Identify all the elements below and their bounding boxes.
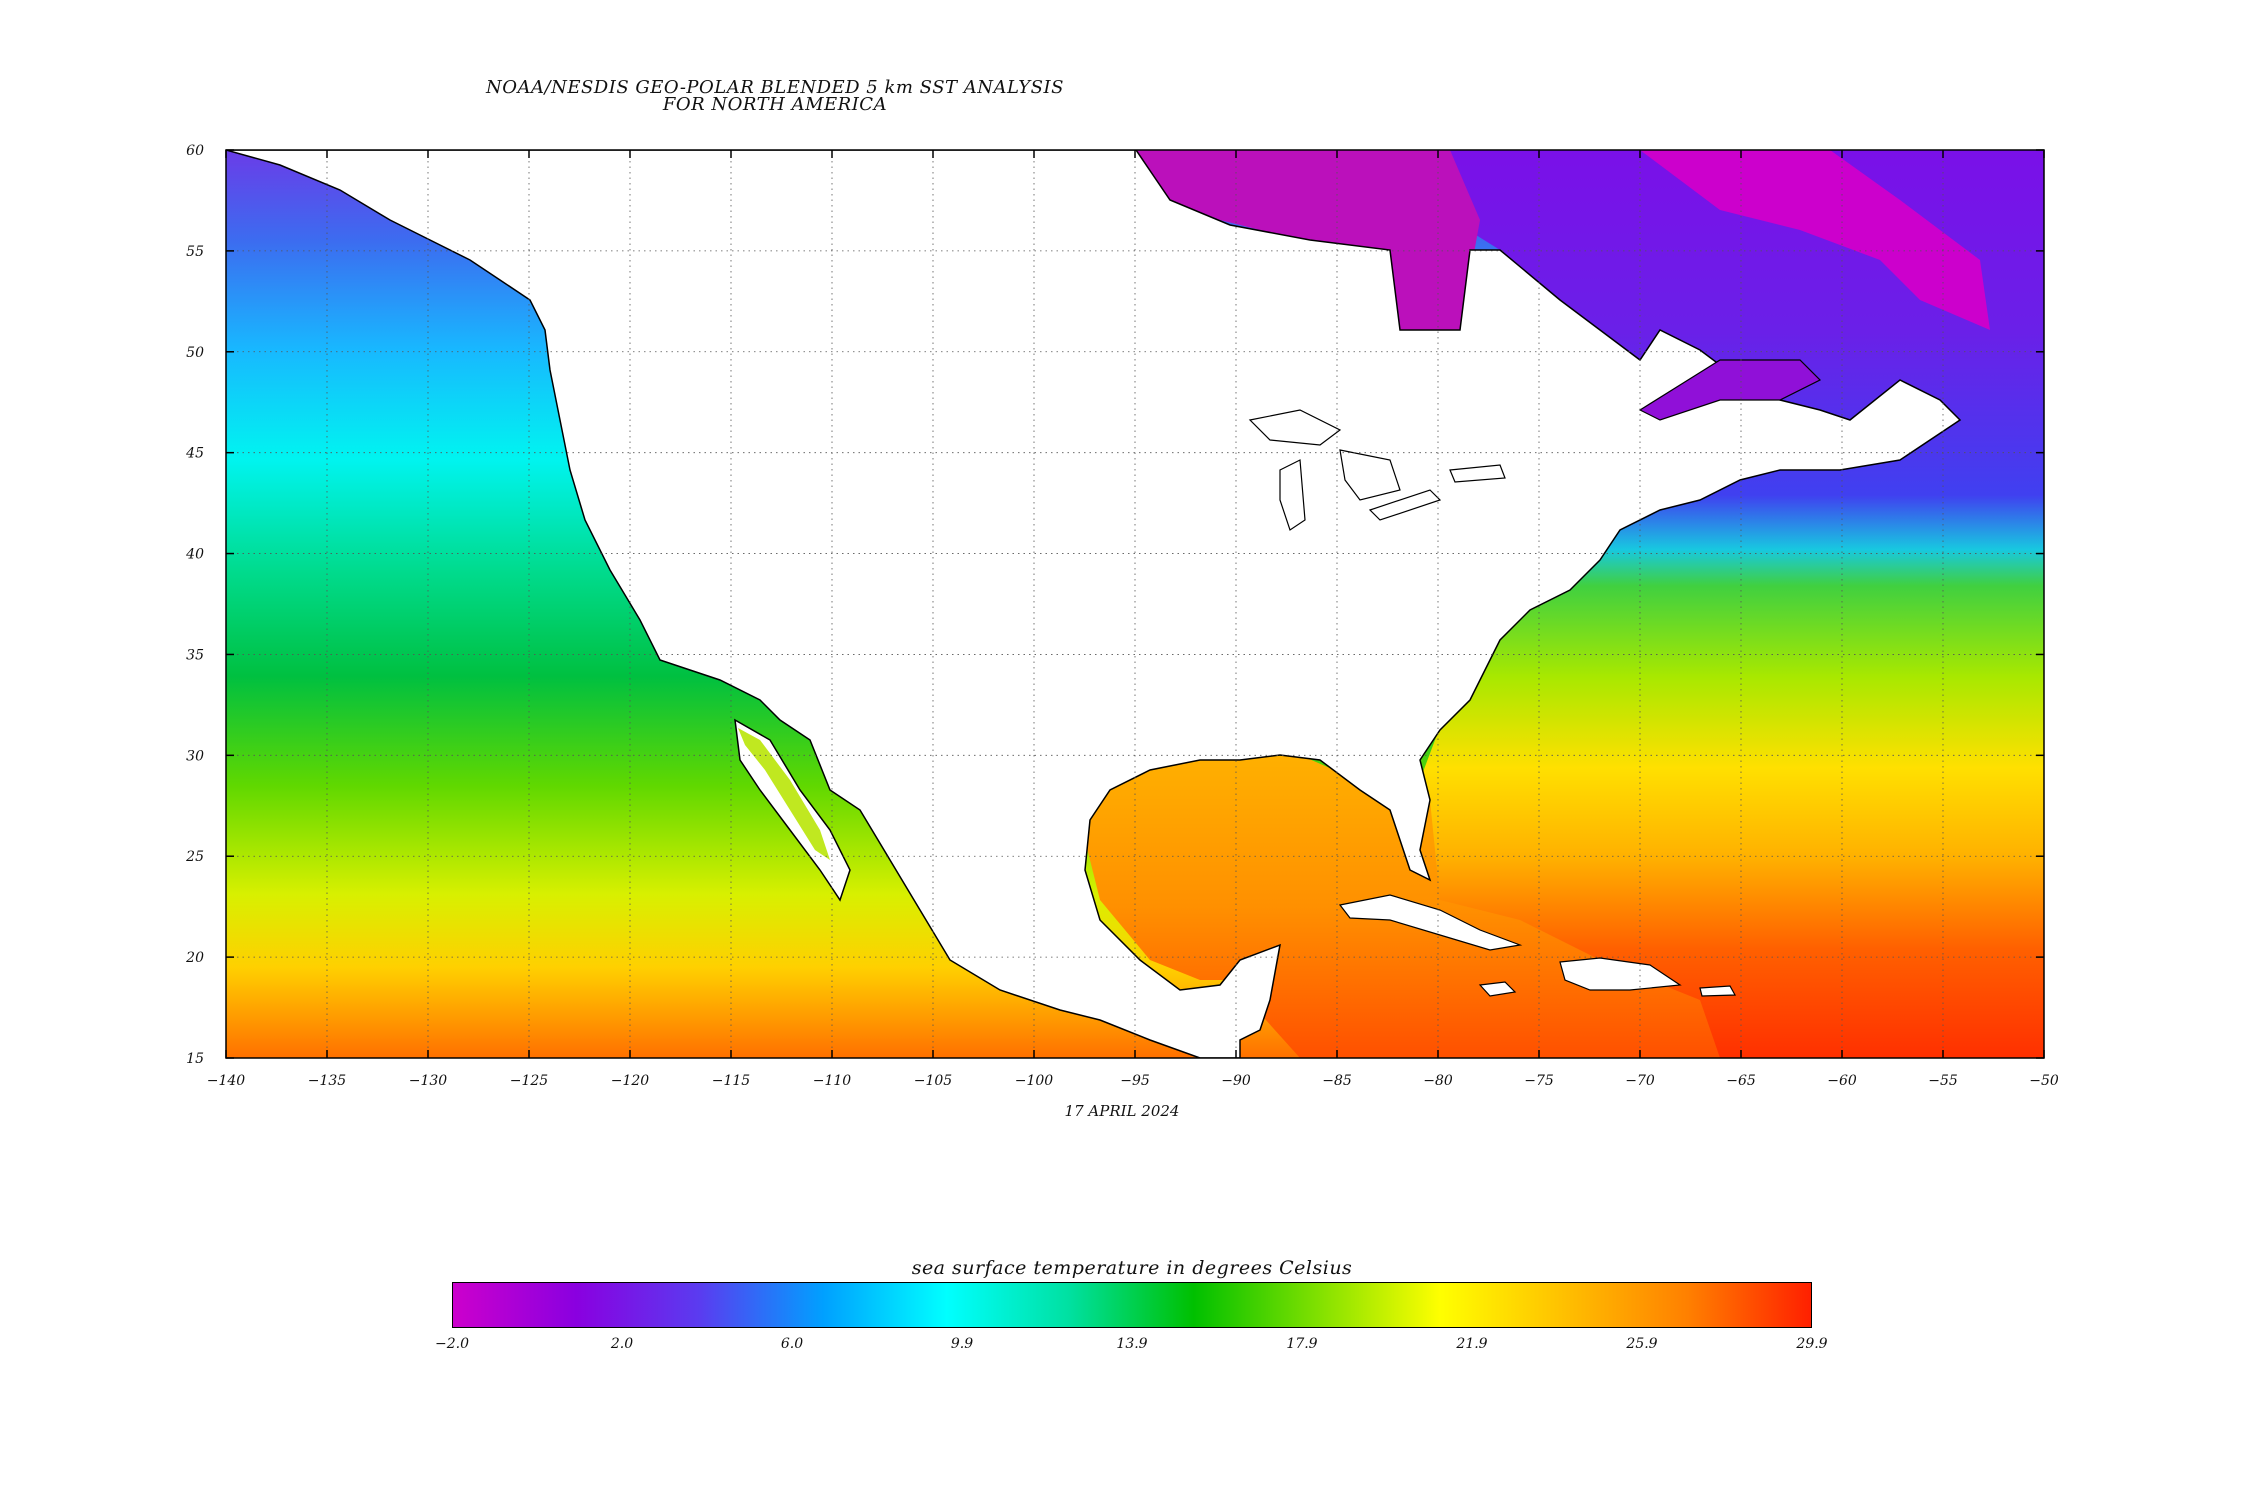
- x-tick-label: −55: [1928, 1073, 1958, 1089]
- x-tick-label: −110: [813, 1073, 852, 1089]
- colorbar-label: 29.9: [1796, 1336, 1828, 1352]
- lake-huron: [1339, 449, 1401, 501]
- x-tick-label: −130: [409, 1073, 448, 1089]
- colorbar-label: 13.9: [1116, 1336, 1148, 1352]
- colorbar-label: 9.9: [950, 1336, 974, 1352]
- lake-superior: [1248, 409, 1342, 446]
- cuba: [1338, 894, 1523, 951]
- map-title-line2: FOR NORTH AMERICA: [662, 94, 888, 115]
- x-tick-label: −140: [207, 1073, 246, 1089]
- y-tick-label: 35: [186, 647, 204, 663]
- gulf-of-california: [738, 728, 830, 860]
- x-tick-label: −105: [914, 1073, 953, 1089]
- lake-michigan: [1279, 459, 1306, 531]
- jamaica: [1478, 981, 1517, 997]
- x-tick-label: −70: [1625, 1073, 1655, 1089]
- x-tick-label: −50: [2029, 1073, 2059, 1089]
- y-tick-label: 20: [185, 950, 204, 966]
- map-title-line1: NOAA/NESDIS GEO-POLAR BLENDED 5 km SST A…: [486, 77, 1064, 98]
- x-tick-label: −85: [1322, 1073, 1352, 1089]
- x-tick-labels: −140 −135 −130 −125 −120 −115 −110 −105 −100 −95 −…: [207, 1073, 2059, 1089]
- x-tick-label: −65: [1726, 1073, 1756, 1089]
- colorbar-label: 21.9: [1456, 1336, 1488, 1352]
- colorbar-label: 6.0: [780, 1336, 804, 1352]
- x-tick-label: −120: [611, 1073, 650, 1089]
- x-tick-label: −60: [1827, 1073, 1857, 1089]
- x-tick-label: −100: [1015, 1073, 1054, 1089]
- y-tick-label: 30: [186, 748, 204, 764]
- y-tick-label: 15: [186, 1051, 204, 1067]
- gridlines: [226, 150, 2044, 1058]
- x-tick-label: −125: [510, 1073, 549, 1089]
- x-tick-label: −90: [1221, 1073, 1251, 1089]
- colorbar: [452, 1282, 1812, 1328]
- hispaniola: [1559, 957, 1682, 991]
- y-tick-label: 50: [186, 345, 204, 361]
- y-tick-labels: 60 55 50 45 40 35 30 25 20 15: [185, 143, 204, 1067]
- date-label: 17 APRIL 2024: [1064, 1102, 1180, 1120]
- x-tick-label: −80: [1423, 1073, 1453, 1089]
- colorbar-title: sea surface temperature in degrees Celsi…: [911, 1257, 1353, 1279]
- y-tick-label: 40: [185, 547, 204, 563]
- y-tick-label: 25: [185, 849, 204, 865]
- colorbar-label: 25.9: [1626, 1336, 1658, 1352]
- axis-ticks: [225, 149, 2045, 1059]
- x-tick-label: −135: [308, 1073, 347, 1089]
- x-tick-label: −95: [1120, 1073, 1150, 1089]
- labrador-field: [1640, 150, 1990, 330]
- y-tick-label: 45: [185, 446, 204, 462]
- y-tick-label: 55: [186, 244, 204, 260]
- y-tick-label: 60: [186, 143, 204, 159]
- lake-erie: [1368, 489, 1442, 521]
- colorbar-label: 17.9: [1286, 1336, 1318, 1352]
- colorbar-label: −2.0: [435, 1336, 469, 1352]
- atlantic-ocean-field: [1300, 150, 2044, 1058]
- colorbar-label: 2.0: [610, 1336, 634, 1352]
- x-tick-label: −75: [1524, 1073, 1554, 1089]
- lake-ontario: [1449, 464, 1506, 483]
- gulf-of-st-lawrence: [1638, 359, 1822, 421]
- x-tick-label: −115: [712, 1073, 751, 1089]
- puerto-rico: [1699, 985, 1737, 997]
